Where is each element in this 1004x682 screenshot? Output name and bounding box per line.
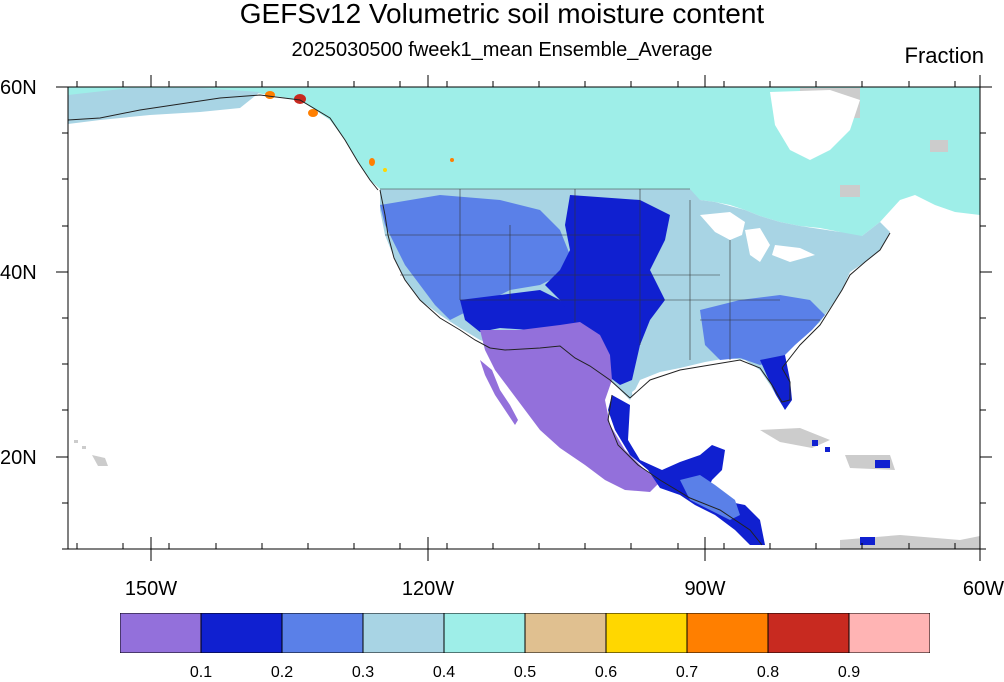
caribbean-point — [875, 460, 890, 468]
wet-hotspot — [450, 158, 454, 162]
state-borders — [380, 188, 820, 360]
hawaii-islet — [82, 446, 86, 449]
map-subtitle: 2025030500 fweek1_mean Ensemble_Average — [291, 39, 713, 61]
colorbar-label: 0.6 — [594, 664, 618, 681]
caribbean-point — [812, 440, 818, 446]
lon-label-60w: 60W — [962, 578, 1004, 600]
colorbar-label: 0.1 — [189, 664, 213, 681]
colorbar-label: 0.3 — [351, 664, 375, 681]
great-lakes — [772, 245, 815, 262]
colorbar-label: 0.7 — [675, 664, 699, 681]
colorbar-label: 0.4 — [432, 664, 456, 681]
colorbar-swatch — [767, 613, 850, 653]
great-lakes — [745, 228, 770, 262]
colorbar-swatch — [200, 613, 283, 653]
colorbar-swatch — [362, 613, 445, 653]
western-us-region — [380, 195, 570, 320]
soil-moisture-map — [56, 75, 992, 561]
wet-hotspot — [369, 158, 375, 166]
colorbar-label: 0.2 — [270, 664, 294, 681]
caribbean-point — [825, 447, 830, 452]
southwest-band — [460, 290, 575, 332]
map-title: GEFSv12 Volumetric soil moisture content — [239, 0, 765, 29]
central-america-region — [680, 475, 740, 520]
units-label: Fraction — [904, 43, 984, 68]
colorbar-label: 0.5 — [513, 664, 537, 681]
southeast-region — [700, 295, 825, 365]
southwest-dry-region — [480, 322, 660, 492]
baja-peninsula — [480, 360, 518, 425]
great-lakes — [700, 212, 745, 240]
colorbar-swatch — [443, 613, 526, 653]
lat-label-40n: 40N — [0, 262, 37, 284]
missing-patch — [930, 140, 948, 152]
lat-label-60n: 60N — [0, 77, 37, 99]
colorbar-swatch — [281, 613, 364, 653]
coastlines — [68, 94, 891, 546]
colorbar-swatch — [524, 613, 607, 653]
hudson-bay — [770, 90, 860, 160]
lon-label-90w: 90W — [684, 578, 726, 600]
caribbean-point — [860, 537, 875, 545]
wet-hotspot — [265, 91, 275, 99]
wet-hotspot — [383, 168, 387, 172]
gulf-of-mexico — [632, 368, 760, 455]
colorbar-swatch — [605, 613, 688, 653]
lat-label-20n: 20N — [0, 447, 37, 469]
lon-label-150w: 150W — [124, 578, 178, 600]
hawaii — [92, 455, 108, 466]
hawaii-islet — [74, 440, 78, 443]
wet-hotspot — [308, 109, 318, 117]
colorbar-swatch — [848, 613, 930, 653]
plains-region — [545, 195, 670, 385]
colorbar-label: 0.8 — [756, 664, 780, 681]
colorbar — [120, 613, 930, 653]
colorbar-label: 0.9 — [837, 664, 861, 681]
lon-label-120w: 120W — [401, 578, 455, 600]
canada-region — [68, 87, 980, 238]
axis-ticks — [56, 75, 992, 561]
colorbar-swatch — [686, 613, 769, 653]
colorbar-swatch — [120, 613, 202, 653]
florida-region — [760, 355, 792, 410]
missing-patch — [840, 185, 860, 197]
